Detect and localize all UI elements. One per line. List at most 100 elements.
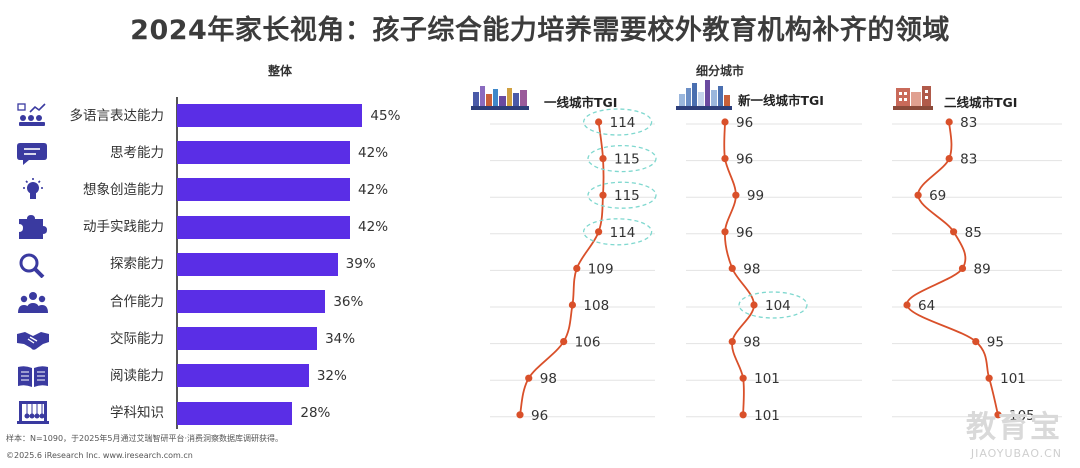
open-book-icon	[18, 366, 48, 387]
bar-category-label: 动手实践能力	[83, 219, 164, 236]
tgi-value-label: 83	[960, 115, 977, 131]
bar	[177, 364, 309, 388]
sample-note: 样本：N=1090，于2025年5月通过艾瑞智研平台·消费洞察数据库调研获得。	[6, 434, 284, 443]
bar-category-label: 探索能力	[110, 256, 164, 273]
tgi-value-label: 115	[614, 188, 640, 204]
tier2-column-header: 二线城市TGI	[944, 95, 1018, 110]
bar-category-label: 多语言表达能力	[69, 107, 165, 124]
lightbulb-icon	[23, 178, 43, 199]
tgi-point	[903, 301, 911, 309]
highlight-ellipse	[587, 181, 657, 209]
tgi-value-label: 105	[1009, 408, 1035, 424]
highlight-ellipse	[587, 144, 657, 173]
bar-value-label: 39%	[345, 256, 376, 273]
tgi-point	[516, 411, 524, 419]
handshake-icon	[17, 332, 49, 350]
new-tier1-city-skyline-icon	[676, 80, 732, 110]
tgi-point	[721, 118, 729, 126]
bar-category-label: 思考能力	[110, 144, 164, 161]
overall-heading: 整体	[268, 64, 293, 78]
puzzle-icon	[19, 215, 47, 239]
tgi-value-label: 98	[743, 335, 760, 351]
tgi-point	[728, 264, 736, 272]
bar-category-label: 想象创造能力	[83, 181, 164, 198]
tgi-point	[985, 374, 993, 382]
tgi-point	[732, 191, 740, 199]
bar	[177, 141, 351, 165]
bar-value-label: 42%	[358, 219, 389, 236]
bar-category-label: 阅读能力	[110, 367, 164, 384]
tgi-value-label: 98	[743, 261, 760, 277]
tgi-point	[595, 118, 603, 126]
tgi-value-label: 99	[747, 188, 764, 204]
tgi-value-label: 101	[754, 408, 780, 424]
tgi-point	[573, 264, 581, 272]
tgi-point	[595, 228, 603, 236]
bar-axis-line	[176, 97, 178, 429]
bar	[177, 104, 363, 127]
bar	[177, 215, 351, 239]
bar-category-label: 合作能力	[110, 293, 164, 310]
audience-icon	[17, 103, 46, 126]
tgi-point	[945, 118, 953, 126]
tgi-point	[599, 191, 607, 199]
tgi-value-label: 83	[960, 152, 977, 168]
tgi-value-label: 108	[583, 298, 609, 314]
bar-value-label: 42%	[358, 181, 389, 198]
tgi-value-label: 114	[610, 115, 636, 131]
bar	[177, 290, 326, 313]
newtons-cradle-icon	[17, 401, 49, 424]
tgi-point	[525, 374, 533, 382]
tgi-value-label: 115	[614, 152, 640, 168]
bar-value-label: 45%	[370, 107, 401, 124]
tgi-point	[739, 411, 747, 419]
magnifier-icon	[19, 253, 45, 278]
bar	[177, 401, 293, 425]
tgi-value-label: 85	[965, 225, 982, 241]
tgi-point	[914, 191, 922, 199]
tgi-value-label: 109	[588, 261, 614, 277]
tier2-city-building-icon	[893, 86, 933, 110]
bar-value-label: 36%	[333, 293, 364, 310]
speech-bubble-icon	[17, 143, 47, 165]
tgi-value-label: 101	[754, 371, 780, 387]
tgi-point	[721, 155, 729, 163]
tgi-value-label: 69	[929, 188, 946, 204]
highlight-ellipse	[582, 108, 653, 136]
copyright-note: ©2025.6 iResearch Inc. www.iresearch.com…	[6, 451, 193, 460]
tgi-point	[750, 301, 758, 309]
watermark-logo: 教育宝	[966, 410, 1062, 445]
tgi-point	[599, 155, 607, 163]
watermark-url: JIAOYUBAO.CN	[970, 447, 1062, 460]
tgi-point	[568, 301, 577, 309]
tgi-value-label: 96	[736, 152, 753, 168]
tgi-point	[958, 264, 967, 272]
highlight-ellipse	[582, 218, 653, 246]
bar-value-label: 32%	[316, 367, 347, 384]
bar-category-label: 交际能力	[110, 330, 164, 347]
tgi-value-label: 98	[540, 371, 557, 387]
bar	[177, 252, 338, 276]
tgi-point	[721, 228, 729, 236]
new-tier1-column-header: 新一线城市TGI	[738, 93, 824, 108]
tgi-value-label: 95	[987, 335, 1004, 351]
tgi-value-label: 96	[736, 225, 753, 241]
team-icon	[18, 292, 48, 313]
tgi-value-label: 106	[575, 335, 601, 351]
highlight-ellipse	[738, 291, 808, 319]
bar	[177, 178, 351, 202]
tgi-value-label: 96	[736, 115, 753, 131]
tier1-column-header: 一线城市TGI	[544, 95, 618, 110]
bar	[177, 327, 318, 351]
tgi-point	[560, 338, 568, 346]
page-title: 2024年家长视角：孩子综合能力培养需要校外教育机构补齐的领域	[130, 15, 950, 46]
tgi-value-label: 101	[1000, 371, 1026, 387]
tgi-value-label: 114	[610, 225, 636, 241]
tgi-point	[972, 338, 980, 346]
bar-value-label: 34%	[325, 330, 356, 347]
tgi-point	[728, 338, 736, 346]
tgi-value-label: 104	[765, 298, 791, 314]
tgi-point	[994, 411, 1002, 419]
bar-category-label: 学科知识	[110, 405, 164, 422]
